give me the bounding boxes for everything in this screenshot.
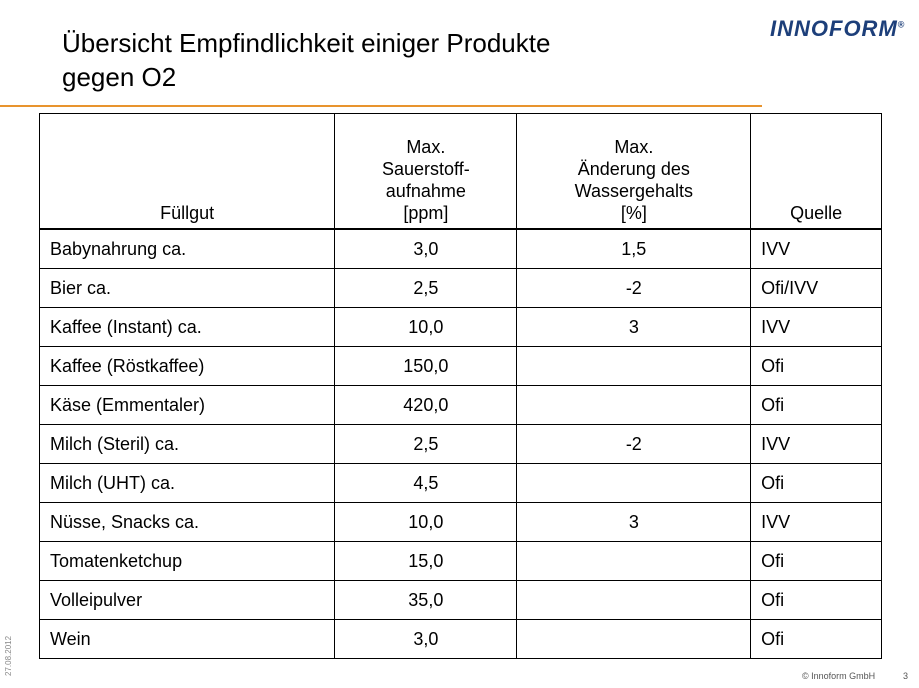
row: Bier ca. 2,5 -2 Ofi/IVV xyxy=(38,268,882,308)
row: Milch (UHT) ca. 4,5 Ofi xyxy=(38,463,882,503)
logo: INNOFORM® xyxy=(770,16,905,42)
cell: 1,5 xyxy=(516,228,752,269)
cell: 3 xyxy=(516,502,752,542)
cell: -2 xyxy=(516,424,752,464)
row: Volleipulver 35,0 Ofi xyxy=(38,580,882,620)
header-row: Füllgut Max. Sauerstoff-aufnahme [ppm] Max. Ä… xyxy=(38,113,882,230)
cell: Nüsse, Snacks ca. xyxy=(38,502,336,542)
cell xyxy=(516,346,752,386)
cell: Babynahrung ca. xyxy=(38,228,336,269)
title: Übersicht Empfindlichkeit einiger Produk… xyxy=(62,26,550,94)
header-cell: Max. Änderung des Wassergehalts [%] xyxy=(516,113,752,230)
header-cell: Max. Sauerstoff-aufnahme [ppm] xyxy=(334,113,518,230)
cell: Ofi xyxy=(750,385,882,425)
table: Füllgut Max. Sauerstoff-aufnahme [ppm] Max. Ä… xyxy=(38,113,882,659)
cell: IVV xyxy=(750,307,882,347)
divider xyxy=(0,105,762,107)
cell: Tomatenketchup xyxy=(38,541,336,581)
header-cell: Quelle xyxy=(750,113,882,230)
cell: Kaffee (Instant) ca. xyxy=(38,307,336,347)
title-line: gegen O2 xyxy=(62,62,177,92)
title-line: Übersicht Empfindlichkeit einiger Produk… xyxy=(62,28,551,58)
cell: IVV xyxy=(750,228,882,269)
row: Babynahrung ca. 3,0 1,5 IVV xyxy=(38,228,882,269)
cell: 15,0 xyxy=(334,541,518,581)
cell: 4,5 xyxy=(334,463,518,503)
cell: 150,0 xyxy=(334,346,518,386)
cell: Kaffee (Röstkaffee) xyxy=(38,346,336,386)
header-line: [ppm] xyxy=(403,203,449,223)
cell: Käse (Emmentaler) xyxy=(38,385,336,425)
cell: Ofi xyxy=(750,580,882,620)
row: Kaffee (Röstkaffee) 150,0 Ofi xyxy=(38,346,882,386)
date: 27.08.2012 xyxy=(4,635,13,676)
cell: Volleipulver xyxy=(38,580,336,620)
row: Milch (Steril) ca. 2,5 -2 IVV xyxy=(38,424,882,464)
cell: Milch (Steril) ca. xyxy=(38,424,336,464)
cell: 420,0 xyxy=(334,385,518,425)
cell: 10,0 xyxy=(334,502,518,542)
cell: -2 xyxy=(516,268,752,308)
cell: 2,5 xyxy=(334,268,518,308)
header-line: [%] xyxy=(620,203,647,223)
cell xyxy=(516,463,752,503)
cell: Ofi xyxy=(750,346,882,386)
cell xyxy=(516,541,752,581)
cell: 3,0 xyxy=(334,228,518,269)
row: Käse (Emmentaler) 420,0 Ofi xyxy=(38,385,882,425)
cell: Ofi xyxy=(750,619,882,659)
page-number: 3 xyxy=(903,671,909,681)
row: Nüsse, Snacks ca. 10,0 3 IVV xyxy=(38,502,882,542)
cell: 2,5 xyxy=(334,424,518,464)
cell xyxy=(516,385,752,425)
header-line: Quelle xyxy=(790,203,843,223)
logo-mark: ® xyxy=(897,19,906,30)
cell: Milch (UHT) ca. xyxy=(38,463,336,503)
cell xyxy=(516,619,752,659)
header-line: Änderung des xyxy=(577,159,690,179)
header-line: Max. xyxy=(406,137,446,157)
header-line: aufnahme xyxy=(385,181,466,201)
copyright: © Innoform GmbH xyxy=(802,671,876,681)
cell: Ofi/IVV xyxy=(750,268,882,308)
header-cell: Füllgut xyxy=(38,113,336,230)
cell: 10,0 xyxy=(334,307,518,347)
logo-text: INNOFORM xyxy=(770,16,898,41)
row: Kaffee (Instant) ca. 10,0 3 IVV xyxy=(38,307,882,347)
header-line: Sauerstoff- xyxy=(381,159,470,179)
row: Tomatenketchup 15,0 Ofi xyxy=(38,541,882,581)
cell: Ofi xyxy=(750,463,882,503)
cell: IVV xyxy=(750,502,882,542)
cell: 3,0 xyxy=(334,619,518,659)
cell: Bier ca. xyxy=(38,268,336,308)
cell: 35,0 xyxy=(334,580,518,620)
row: Wein 3,0 Ofi xyxy=(38,619,882,659)
cell: Wein xyxy=(38,619,336,659)
cell: IVV xyxy=(750,424,882,464)
cell xyxy=(516,580,752,620)
header-line: Wassergehalts xyxy=(574,181,694,201)
header-line: Füllgut xyxy=(160,203,215,223)
cell: Ofi xyxy=(750,541,882,581)
header-line: Max. xyxy=(614,137,654,157)
cell: 3 xyxy=(516,307,752,347)
